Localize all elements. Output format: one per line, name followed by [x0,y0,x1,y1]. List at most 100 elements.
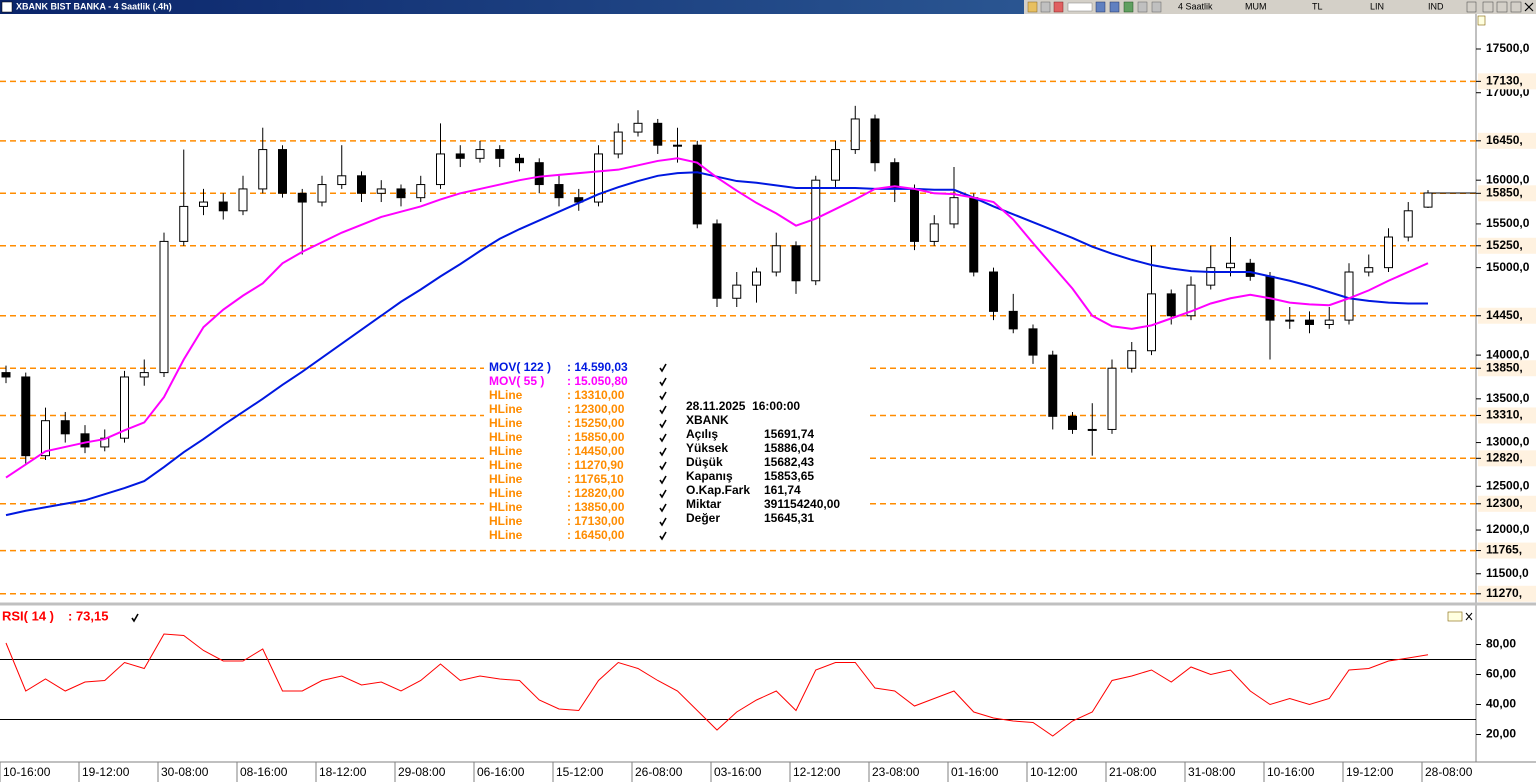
hline-label-bg [1478,237,1536,254]
candle-body [139,372,149,378]
candle-body [771,245,781,273]
x-tick-label: 30-08:00 [161,765,209,779]
hline-axis-label: 15250, [1486,238,1523,252]
candle-body [455,153,465,159]
legend-name: HLine [489,416,523,430]
panel-button[interactable] [1447,611,1463,622]
minimize-button[interactable] [1482,1,1494,13]
candle-body [1048,354,1058,417]
candle-body [1364,267,1374,273]
legend-value: : 15.050,80 [567,374,628,388]
hline-label-bg [1478,495,1536,512]
candle-body [673,144,682,147]
check-icon [659,363,667,373]
toolbar-label: 4 Saatlik [1178,1,1213,11]
candle-body [1186,284,1196,317]
maximize-button[interactable] [1496,1,1508,13]
legend-name: HLine [489,444,523,458]
hline-label-bg [1478,585,1536,602]
hline-label-bg [1478,450,1536,467]
tool-button[interactable] [1137,1,1148,13]
candle-body [1285,319,1295,322]
tool-button[interactable] [1095,1,1106,13]
tool-button[interactable] [1123,1,1134,13]
info-label: Miktar [686,497,722,511]
hline-axis-label: 13850, [1486,360,1523,374]
candle-body [1127,350,1137,369]
y-tick-label: 80,00 [1486,637,1516,651]
hline-axis-label: 17130, [1486,74,1523,88]
legend-name: HLine [489,486,523,500]
candle-body [732,284,742,299]
hline-axis-label: 11270, [1486,586,1522,600]
info-label: Yüksek [686,441,728,455]
check-icon [131,613,139,623]
legend-name: HLine [489,514,523,528]
candle-body [1028,328,1038,356]
check-icon [659,447,667,457]
candle-body [297,192,307,203]
legend-value: : 15850,00 [567,430,625,444]
candle-body [376,188,386,194]
legend-name: HLine [489,528,523,542]
candle-body [534,162,544,186]
legend-name: HLine [489,472,523,486]
info-datetime: 28.11.2025 16:00:00 [686,399,800,413]
candle-body [199,201,208,207]
candle-body [357,175,366,194]
candle-body [1,372,11,378]
candle-body [179,205,189,242]
toolbar-labels: 4 Saatlik MUM TL LIN IND [1178,1,1444,11]
y-tick-label: 15000,0 [1486,260,1530,274]
candle-body [850,118,860,151]
close-button[interactable] [1524,2,1534,12]
candle-body [278,149,287,194]
candle-body [594,153,603,203]
candle-body [969,197,979,273]
hline-label-bg [1478,542,1536,559]
info-value: 15886,04 [764,441,814,455]
y-tick-label: 12000,0 [1486,522,1530,536]
legend-value: : 11765,10 [567,472,624,486]
restore-button[interactable] [1510,1,1522,13]
info-value: 15645,31 [764,511,814,525]
candle-body [80,433,90,448]
legend-name: HLine [489,388,523,402]
candle-body [1087,428,1097,431]
x-tick-label: 26-08:00 [635,765,683,779]
check-icon [659,531,667,541]
x-tick-label: 10-16:00 [3,765,51,779]
tool-button[interactable] [1109,1,1120,13]
candle-body [890,162,900,190]
x-tick-label: 10-12:00 [1030,765,1078,779]
candle-body [1068,415,1077,430]
candle-body [831,149,840,181]
toolbar-icons[interactable] [1027,1,1534,13]
panel-close[interactable] [1465,612,1473,621]
tool-button[interactable] [1040,1,1051,13]
y-tick-label: 13500,0 [1486,391,1530,405]
toolbar-label: TL [1312,1,1323,11]
legend-value: : 11270,90 [567,458,624,472]
tool-button[interactable] [1027,1,1038,13]
candle-body [238,188,248,212]
panel-button[interactable] [1477,15,1486,26]
toolbar-label: LIN [1370,1,1384,11]
legend-value: : 14450,00 [567,444,625,458]
info-value: 15691,74 [764,427,814,441]
x-tick-label: 29-08:00 [398,765,446,779]
info-label: Düşük [686,455,723,469]
check-icon [659,377,667,387]
candle-body [317,184,327,203]
tool-button[interactable] [1151,1,1162,13]
candle-body [1324,319,1334,325]
candle-body [436,153,445,186]
candle-body [41,420,50,457]
tool-button[interactable] [1053,1,1064,13]
x-tick-label: 18-12:00 [319,765,367,779]
x-tick-label: 23-08:00 [872,765,920,779]
tool-button[interactable] [1067,2,1093,12]
candle-body [929,223,939,242]
help-button[interactable] [1466,1,1477,13]
legend-value: : 13850,00 [567,500,625,514]
